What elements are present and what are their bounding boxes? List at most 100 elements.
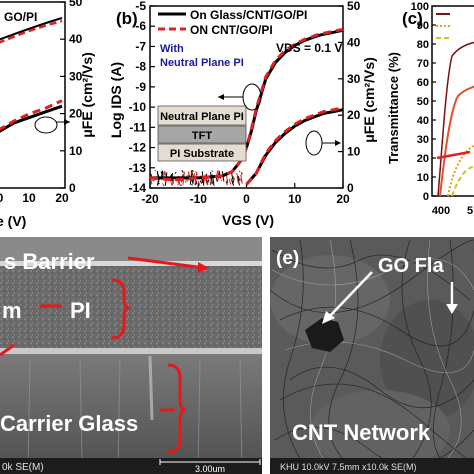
noise-mark [238,170,241,173]
noise-mark [162,183,165,187]
panel-b-right-tick-label: 20 [347,108,361,122]
panel-b-ylabel: Log IDS (A) [108,62,124,138]
panel-c: (c) Transmittance (%) 100908070605040302… [386,1,474,217]
noise-mark [197,180,201,186]
panel-e-letter: (e) [276,248,299,269]
panel-c-ytick-label: 30 [417,134,429,146]
panel-a-ellipse-marker [34,116,58,134]
panel-b-ytick-label: -14 [129,181,147,195]
noise-mark [236,176,239,184]
noise-mark [231,180,234,183]
panel-b-legend: On Glass/CNT/GO/PI ON CNT/GO/PI [158,8,307,37]
noise-mark [225,182,229,186]
sem-scale-bar: 3.00um [159,459,261,474]
panel-b-vds-label: VDS = 0.1 V [276,41,342,55]
panel-d-red-annotations [0,256,206,454]
layer-tft [157,125,247,144]
sem-info-bar-e [270,458,474,474]
panel-c-ytick-label: 40 [417,115,429,127]
panel-c-ytick-label: 20 [417,153,429,165]
panel-a-right-tick-label: 40 [69,32,83,46]
panel-b-annotation-with: With [160,43,184,55]
noise-mark [236,172,239,180]
noise-mark [232,179,235,185]
panel-b-xtick-label: 0 [243,192,250,206]
panel-b-xlabel: VGS (V) [222,212,274,228]
panel-c-plot-frame [431,5,474,197]
sem-label-m: m [2,298,22,323]
noise-mark [210,177,213,185]
panel-a-right-ticks: 50 40 30 20 10 0 [60,0,83,195]
noise-mark [240,171,244,175]
panel-a-xlabel: e (V) [0,213,26,229]
panel-b-right-tick-label: 0 [347,181,354,195]
noise-mark [194,180,197,186]
panel-b-right-tick-label: 10 [347,145,361,159]
panel-c-ytick-label: 80 [417,39,429,51]
panel-c-ytick-label: 50 [417,96,429,108]
panel-b-layer-stack: Neutral Plane PI TFT PI Substrate [157,105,247,162]
panel-b-xtick-label: -10 [190,192,208,206]
panel-a-xtick: 20 [55,191,69,205]
panel-a-right-axis-label: μFE (cm²/Vs) [79,52,95,138]
panel-b-ytick-label: -10 [129,100,147,114]
pi-layer [0,266,262,348]
panel-a-legend-text: GO/PI [4,10,37,24]
go-flake-region [305,318,344,352]
panel-b-ytick-label: -13 [129,161,147,175]
sem-label-pi: PI [70,298,91,323]
noise-mark [187,171,191,177]
panel-a-right-tick-label: 50 [69,0,83,9]
noise-mark [164,170,167,177]
panel-b-mobility-curves [245,106,344,186]
noise-mark [225,180,229,184]
panel-b-x-ticks: -20 -10 0 10 20 [141,183,350,206]
panel-c-ytick-label: 0 [423,191,429,203]
panel-b-left-ticks: -5 -6 -7 -8 -9 -10 -11 -12 -13 -14 [129,0,155,195]
panel-b-right-tick-label: 30 [347,72,361,86]
panel-a-xtick: 10 [22,191,36,205]
panel-b-ytick-label: -5 [135,0,146,13]
panel-a: GO/PI 0 10 20 e (V) 50 40 30 20 10 0 μFE (cm²… [0,0,95,229]
carrier-glass-layer [0,354,262,474]
panel-b-ytick-label: -8 [135,60,146,74]
panel-b-right-tick-label: 50 [347,0,361,13]
panel-d-sem-image: s Barrier m PI Carrier Glass 0k SE(M) 3.… [0,237,262,474]
noise-mark [232,176,236,180]
panel-b-ytick-label: -9 [135,80,146,94]
panel-a-right-tick-label: 10 [69,144,83,158]
panel-c-legend [436,13,450,39]
sem-label-barrier: s Barrier [4,249,95,274]
noise-mark [181,169,184,174]
panel-b-ytick-label: -12 [129,141,147,155]
mobility-line-cnt [245,106,344,186]
noise-mark [199,180,203,184]
panel-c-letter: (c) [402,9,423,28]
panel-a-series-line [0,104,63,133]
noise-mark [194,181,198,186]
panel-c-curves [436,41,474,197]
sem-info-text: 0k SE(M) [2,462,44,473]
noise-mark [174,171,177,174]
noise-mark [180,184,182,187]
panel-b-xtick-label: -20 [141,192,159,206]
panel-b-xtick-label: 20 [336,192,350,206]
noise-mark [240,175,243,184]
layer-label: PI Substrate [170,148,234,160]
panel-b-xtick-label: 10 [288,192,302,206]
layer-neutral-plane-pi [157,105,247,126]
go-flake-arrow [327,271,373,319]
panel-e-sem-image: GO Fla CNT Network KHU 10.0kV 7.5mm x10.… [269,237,474,474]
panel-b-transfer-curves [149,27,344,182]
panel-a-xtick: 0 [0,191,4,205]
noise-mark [172,180,175,185]
panel-b-right-tick-label: 40 [347,35,361,49]
sem-info-text-e: KHU 10.0kV 7.5mm x10.0k SE(M) [280,462,417,472]
legend-label-glass: On Glass/CNT/GO/PI [190,8,307,22]
go-flake-label: GO Fla [378,255,444,277]
panel-b: (b) -5 -6 -7 -8 -9 -10 -11 -12 -13 -14 -20 -10 0 10 2… [108,0,377,228]
panel-a-right-tick-label: 20 [69,107,83,121]
panel-c-xtick: 5 [467,205,473,217]
